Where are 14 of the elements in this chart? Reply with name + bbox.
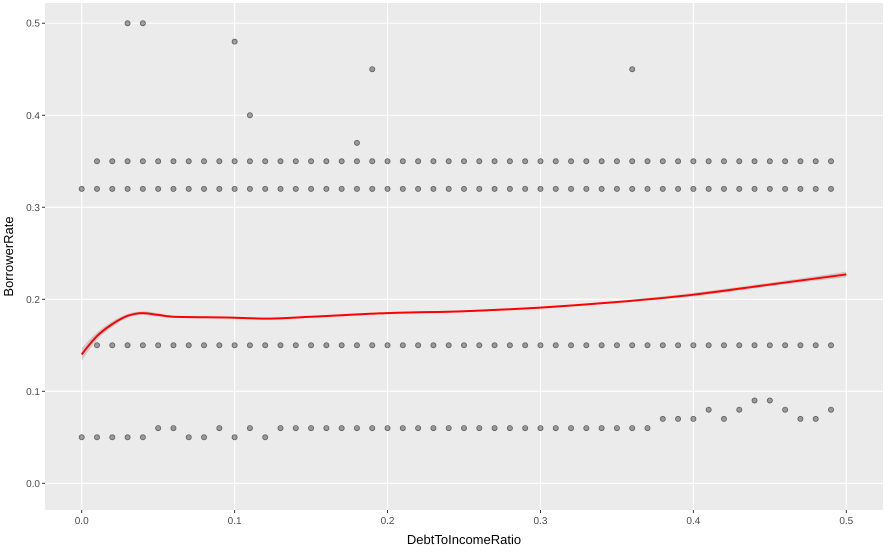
- y-tick-label: 0.0: [26, 478, 40, 490]
- y-tick-label: 0.4: [26, 110, 40, 122]
- x-axis-title: DebtToIncomeRatio: [406, 532, 522, 547]
- x-tick-label: 0.3: [534, 516, 548, 527]
- x-tick-label: 0.4: [686, 516, 701, 527]
- y-tick-label: 0.3: [26, 202, 40, 214]
- x-tick-label: 0.2: [380, 516, 395, 527]
- x-tick-label: 0.1: [228, 516, 242, 527]
- x-tick-label: 0.5: [839, 516, 854, 527]
- y-axis-title: BorrowerRate: [1, 216, 16, 297]
- y-tick-label: 0.1: [26, 386, 40, 398]
- y-tick-label: 0.2: [26, 294, 40, 306]
- y-tick-label: 0.5: [26, 18, 40, 30]
- x-tick-label: 0.0: [74, 516, 90, 527]
